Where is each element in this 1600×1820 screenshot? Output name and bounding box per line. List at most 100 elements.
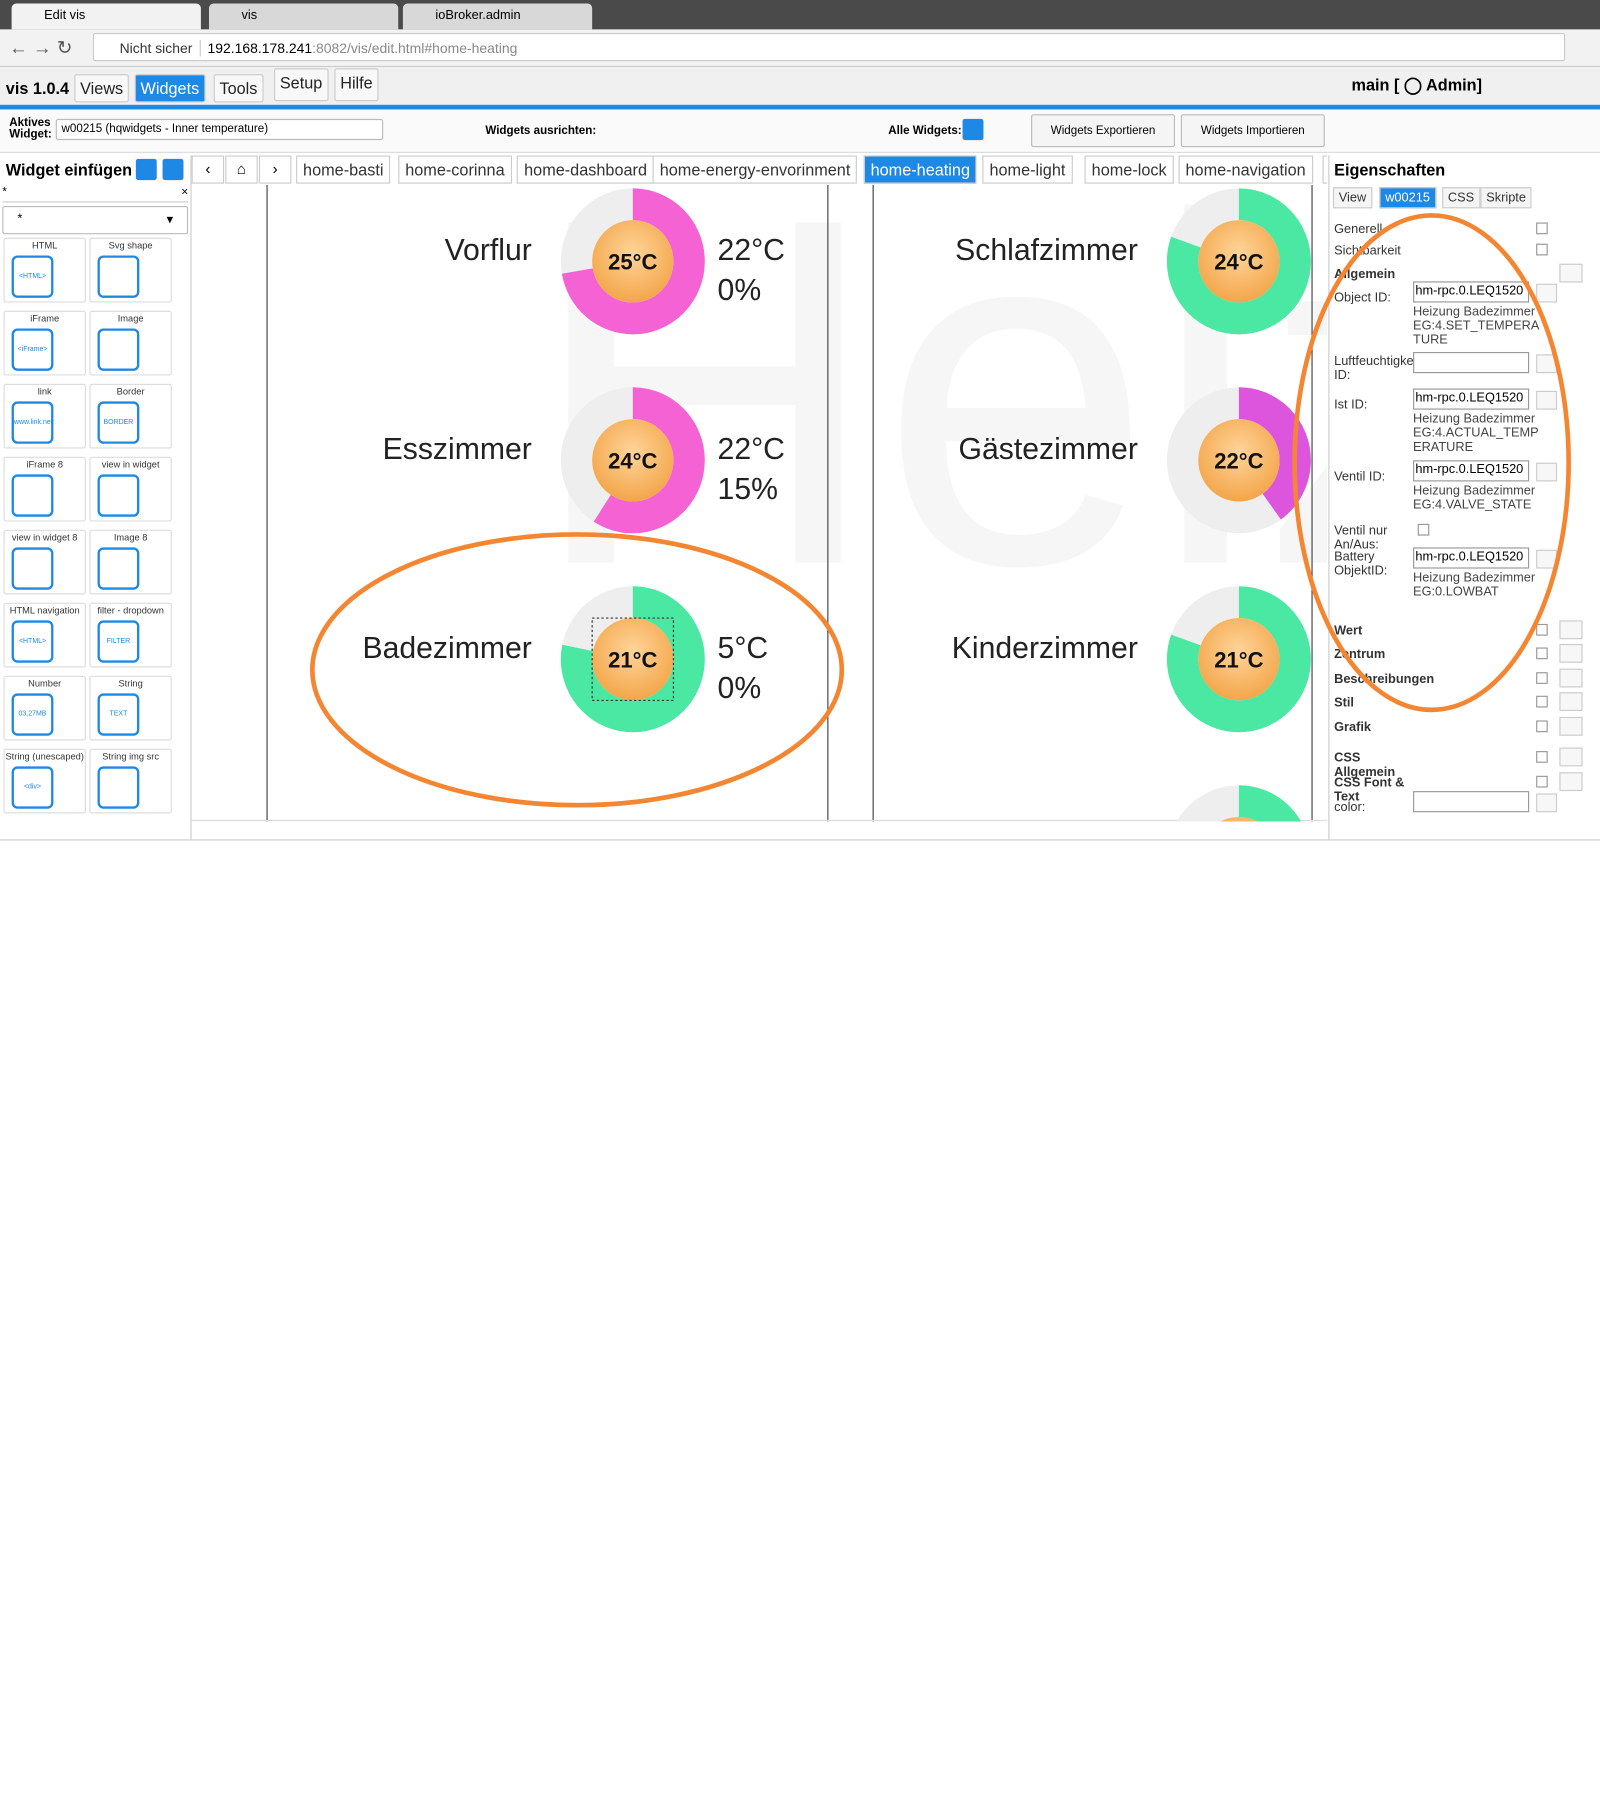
palette-widget[interactable]: Svg shape: [89, 237, 172, 303]
user[interactable]: main [ ◯ Admin]: [1351, 75, 1483, 95]
palette-widget[interactable]: link www.link.net: [3, 383, 86, 449]
palette-label: Number: [28, 678, 62, 689]
view-tab[interactable]: home-basti: [296, 155, 391, 184]
palette-icon: [97, 766, 140, 809]
collapse-button[interactable]: [1559, 747, 1583, 767]
palette-widget[interactable]: Image 8: [89, 529, 172, 595]
checkbox[interactable]: [1536, 672, 1548, 684]
view-tab[interactable]: hom: [1322, 155, 1328, 184]
pin-button[interactable]: [162, 158, 184, 181]
property-input[interactable]: hm-rpc.0.LEQ1520: [1413, 547, 1530, 569]
property-input[interactable]: hm-rpc.0.LEQ1520: [1413, 388, 1530, 410]
view-tab[interactable]: home-heating: [863, 155, 977, 184]
select-button[interactable]: [1536, 283, 1558, 303]
collapse-button[interactable]: [1559, 263, 1583, 283]
palette-icon: <iFrame>: [11, 328, 54, 371]
property-desc: Heizung Badezimmer EG:4.VALVE_STATE: [1413, 483, 1536, 513]
property-input[interactable]: hm-rpc.0.LEQ1520: [1413, 460, 1530, 482]
collapse-button[interactable]: [1559, 643, 1583, 663]
view-nav-button[interactable]: ⌂: [225, 155, 258, 184]
select-button[interactable]: [1536, 549, 1558, 569]
import-button[interactable]: Widgets Importieren: [1180, 114, 1325, 148]
property-tab[interactable]: w00215: [1379, 187, 1436, 209]
filter-select[interactable]: * ▾: [2, 206, 189, 235]
checkbox[interactable]: [1536, 695, 1548, 708]
collapse-button[interactable]: [1559, 772, 1583, 792]
collapse-button[interactable]: [1559, 668, 1583, 688]
browser-tab[interactable]: Edit vis: [11, 3, 201, 30]
palette-widget[interactable]: view in widget 8: [3, 529, 86, 595]
view-tab[interactable]: home-lock: [1084, 155, 1174, 184]
menu-item[interactable]: Setup: [274, 68, 329, 102]
select-button[interactable]: [1536, 390, 1558, 410]
room-name: Schlafzimmer: [955, 233, 1138, 267]
menu-item[interactable]: Views: [74, 74, 129, 103]
palette-widget[interactable]: HTML navigation <HTML>: [3, 602, 86, 668]
palette-widget[interactable]: view in widget: [89, 456, 172, 522]
palette-widget[interactable]: String (unescaped) <div>: [3, 748, 86, 814]
property-tab[interactable]: Skripte: [1480, 187, 1532, 209]
property-input[interactable]: [1413, 791, 1530, 813]
select-button[interactable]: [1536, 354, 1558, 374]
view-nav-button[interactable]: ›: [258, 155, 292, 184]
palette-widget[interactable]: String img src: [89, 748, 172, 814]
export-button[interactable]: Widgets Exportieren: [1031, 114, 1176, 148]
view-tab[interactable]: home-light: [982, 155, 1073, 184]
nav-buttons[interactable]: ← → ↻: [9, 38, 73, 59]
view-tab[interactable]: home-navigation: [1178, 155, 1313, 184]
property-tab[interactable]: View: [1332, 187, 1373, 209]
property-label: Ventil nur An/Aus:: [1334, 523, 1388, 553]
select-button[interactable]: [1536, 793, 1558, 813]
active-select[interactable]: w00215 (hqwidgets - Inner temperature): [55, 118, 384, 141]
menu-item[interactable]: Tools: [213, 74, 264, 103]
room-name: Badezimmer: [362, 631, 531, 665]
canvas-svg: Heiz Vorflur25°C22°C0%Esszimmer24°C22°C1…: [191, 184, 1328, 822]
palette-widget[interactable]: Border BORDER: [89, 383, 172, 449]
checkbox[interactable]: [1536, 751, 1548, 763]
checkbox[interactable]: [1536, 720, 1548, 733]
room-set-temp: 22°C: [718, 432, 785, 466]
menu-item[interactable]: Hilfe: [334, 68, 379, 102]
property-label: Zentrum: [1334, 647, 1386, 662]
palette-widget[interactable]: iFrame 8: [3, 456, 86, 522]
property-desc: Heizung Badezimmer EG:0.LOWBAT: [1413, 570, 1536, 600]
palette-label: iFrame: [30, 313, 60, 324]
collapse-button[interactable]: [1559, 692, 1583, 712]
palette-widget[interactable]: iFrame <iFrame>: [3, 310, 86, 376]
toolbar: Aktives Widget: w00215 (hqwidgets - Inne…: [0, 110, 1600, 154]
menu-item[interactable]: Widgets: [134, 74, 206, 103]
properties-panel: Eigenschaften View w00215 CSS Skripte Genere…: [1328, 155, 1600, 841]
checkbox[interactable]: [1536, 243, 1548, 256]
checkbox[interactable]: [1536, 222, 1548, 235]
view-nav-button[interactable]: ‹: [191, 155, 225, 184]
select-button[interactable]: [1536, 462, 1558, 482]
search-button[interactable]: [135, 158, 157, 181]
browser-tab[interactable]: ioBroker.admin: [402, 3, 593, 30]
palette-widget[interactable]: filter - dropdown FILTER: [89, 602, 172, 668]
bottom-border: [0, 839, 1600, 841]
room-name: Esszimmer: [383, 432, 532, 466]
palette-widget[interactable]: Image: [89, 310, 172, 376]
palette-widget[interactable]: String TEXT: [89, 675, 172, 741]
filter-input[interactable]: * ×: [2, 186, 188, 203]
view-tab[interactable]: home-energy-envorinment: [652, 155, 858, 184]
property-input[interactable]: [1413, 351, 1530, 374]
palette-widget[interactable]: Number 03,27MB: [3, 675, 86, 741]
collapse-button[interactable]: [1559, 716, 1583, 736]
checkbox[interactable]: [1536, 647, 1548, 660]
checkbox[interactable]: [1536, 623, 1548, 636]
property-label: Ist ID:: [1334, 397, 1368, 413]
property-tab[interactable]: CSS: [1442, 187, 1480, 209]
lock-button[interactable]: [962, 118, 984, 141]
collapse-button[interactable]: [1559, 620, 1583, 640]
omnibox[interactable]: Nicht sicher 192.168.178.241:8082/vis/edi…: [92, 32, 1566, 62]
property-input[interactable]: hm-rpc.0.LEQ1520: [1413, 281, 1530, 303]
browser-tab[interactable]: vis: [208, 3, 399, 30]
checkbox[interactable]: [1536, 775, 1548, 788]
view-tab[interactable]: home-corinna: [398, 155, 512, 184]
palette-widget[interactable]: HTML <HTML>: [3, 237, 86, 303]
properties-title: Eigenschaften: [1334, 160, 1446, 179]
view-tab[interactable]: home-dashboard: [517, 155, 654, 184]
checkbox[interactable]: [1417, 523, 1430, 536]
